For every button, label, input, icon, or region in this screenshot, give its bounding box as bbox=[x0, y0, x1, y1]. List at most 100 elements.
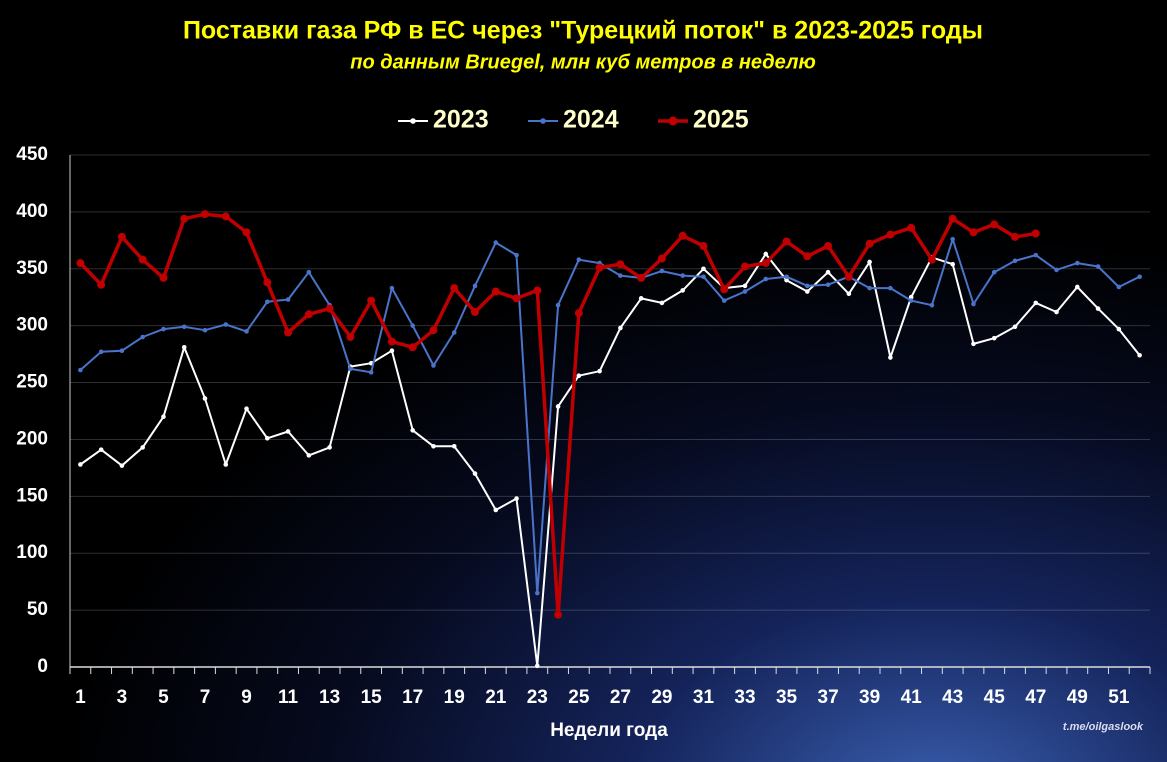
data-point bbox=[389, 348, 395, 353]
data-point bbox=[867, 285, 872, 291]
x-tick-label: 9 bbox=[241, 687, 252, 708]
data-point bbox=[659, 300, 665, 306]
data-point bbox=[202, 327, 208, 333]
x-tick-label: 5 bbox=[158, 687, 169, 708]
data-point bbox=[368, 370, 374, 375]
y-tick-label: 50 bbox=[27, 599, 48, 620]
data-point bbox=[119, 348, 125, 353]
data-point bbox=[908, 294, 914, 300]
data-point bbox=[535, 663, 540, 669]
data-point bbox=[180, 214, 189, 223]
data-point bbox=[763, 276, 769, 282]
y-tick-label: 100 bbox=[16, 542, 48, 563]
x-tick-label: 27 bbox=[610, 687, 631, 708]
x-tick-label: 49 bbox=[1067, 687, 1088, 708]
data-point bbox=[782, 237, 791, 246]
data-point bbox=[512, 294, 521, 303]
data-point bbox=[680, 273, 685, 278]
data-point bbox=[138, 255, 147, 264]
x-tick-label: 45 bbox=[984, 687, 1006, 708]
data-point bbox=[285, 429, 291, 434]
data-point bbox=[678, 231, 687, 240]
data-point bbox=[265, 436, 270, 441]
data-point bbox=[1011, 232, 1019, 241]
data-point bbox=[223, 462, 229, 467]
data-point bbox=[763, 251, 769, 257]
data-point bbox=[535, 590, 540, 596]
data-point bbox=[865, 239, 874, 248]
data-point bbox=[825, 269, 831, 275]
data-point bbox=[223, 322, 229, 327]
data-point bbox=[1054, 267, 1059, 273]
data-point bbox=[1095, 264, 1101, 269]
data-point bbox=[431, 363, 436, 368]
data-point bbox=[991, 269, 997, 275]
x-tick-label: 19 bbox=[444, 687, 465, 708]
legend-swatch-dot bbox=[410, 118, 416, 124]
data-point bbox=[950, 261, 955, 267]
x-tick-label: 35 bbox=[776, 687, 798, 708]
data-point bbox=[429, 326, 438, 335]
data-point bbox=[117, 232, 126, 241]
x-tick-label: 23 bbox=[527, 687, 548, 708]
x-tick-label: 3 bbox=[117, 687, 128, 708]
data-point bbox=[846, 291, 852, 297]
data-point bbox=[1012, 258, 1018, 264]
data-point bbox=[471, 308, 479, 317]
data-point bbox=[824, 242, 833, 251]
data-point bbox=[306, 269, 312, 275]
source: t.me/oilgaslook bbox=[1063, 721, 1144, 733]
data-point bbox=[472, 471, 478, 476]
data-point bbox=[97, 280, 106, 289]
data-point bbox=[367, 296, 376, 305]
data-point bbox=[888, 285, 893, 291]
data-point bbox=[201, 210, 209, 219]
x-tick-label: 47 bbox=[1025, 687, 1046, 708]
data-point bbox=[78, 462, 83, 467]
data-point bbox=[701, 266, 706, 272]
y-tick-label: 450 bbox=[16, 144, 48, 165]
data-point bbox=[1137, 352, 1142, 358]
data-point bbox=[805, 283, 810, 289]
data-point bbox=[1095, 306, 1101, 311]
series-line bbox=[79, 253, 1141, 667]
data-point bbox=[284, 328, 293, 337]
data-point bbox=[181, 344, 187, 350]
y-tick-label: 350 bbox=[16, 258, 48, 279]
data-point bbox=[408, 343, 417, 352]
data-point bbox=[389, 285, 395, 291]
data-point bbox=[98, 447, 104, 452]
data-point bbox=[221, 212, 230, 221]
data-point bbox=[119, 463, 125, 468]
data-point bbox=[618, 273, 623, 278]
data-point bbox=[554, 610, 563, 619]
data-point bbox=[431, 443, 436, 449]
data-point bbox=[805, 289, 810, 294]
data-point bbox=[990, 220, 999, 229]
data-point bbox=[844, 272, 853, 281]
data-point bbox=[720, 285, 729, 294]
data-point bbox=[1116, 284, 1122, 290]
data-point bbox=[929, 302, 935, 308]
data-point bbox=[98, 349, 104, 355]
data-point bbox=[346, 333, 355, 342]
legend-label: 2023 bbox=[433, 106, 489, 134]
data-point bbox=[533, 286, 542, 295]
data-point bbox=[244, 329, 249, 334]
y-tick-label: 200 bbox=[16, 428, 48, 449]
data-point bbox=[784, 277, 789, 283]
y-tick-label: 150 bbox=[16, 485, 48, 506]
data-point bbox=[991, 335, 997, 341]
data-point bbox=[285, 297, 291, 302]
x-tick-label: 7 bbox=[200, 687, 211, 708]
x-tick-label: 17 bbox=[402, 687, 423, 708]
y-tick-label: 250 bbox=[16, 372, 48, 393]
data-point bbox=[325, 304, 334, 313]
x-tick-label: 51 bbox=[1108, 687, 1130, 708]
x-tick-label: 25 bbox=[568, 687, 590, 708]
data-point bbox=[161, 414, 166, 419]
data-point bbox=[1033, 300, 1039, 306]
data-point bbox=[657, 254, 666, 263]
